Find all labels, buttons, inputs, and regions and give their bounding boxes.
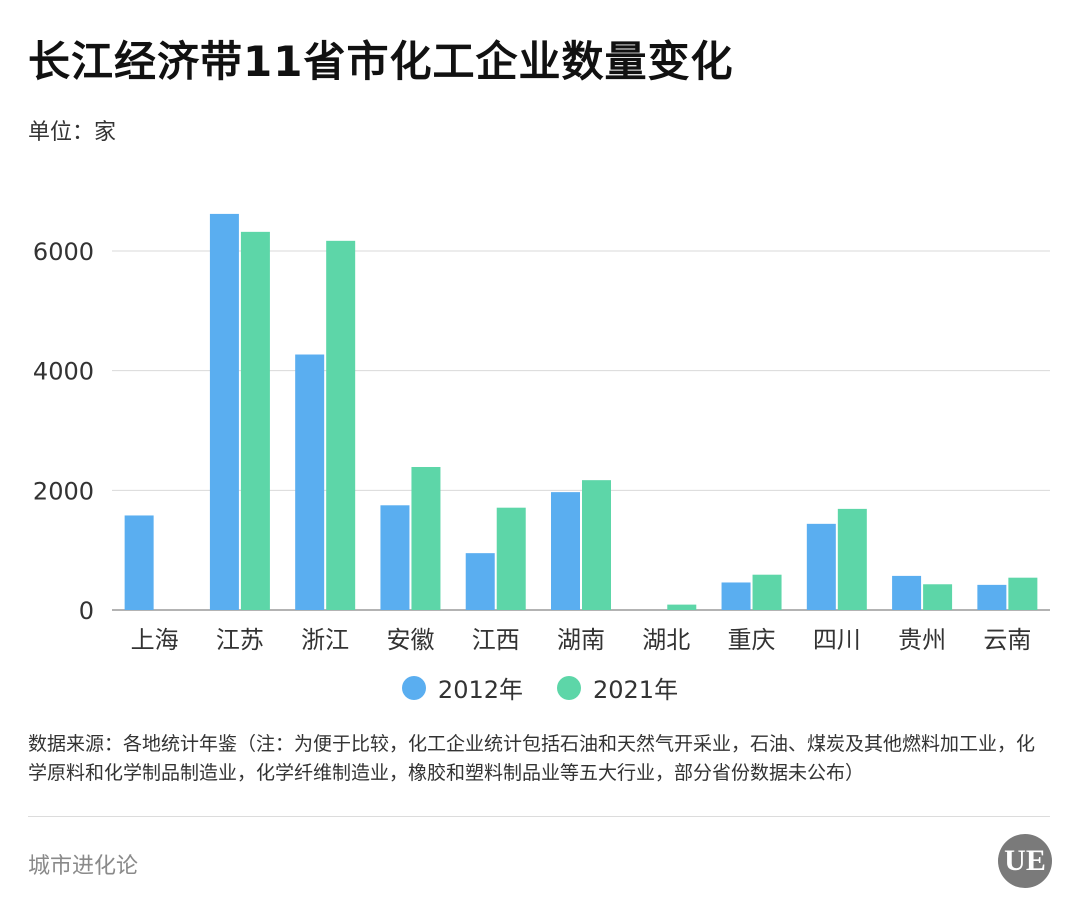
brand-logo: UE <box>998 834 1052 888</box>
bar-2012 <box>721 582 751 610</box>
bar-2012 <box>465 553 495 610</box>
bar-2021 <box>667 604 697 610</box>
bar-chart: 0 2000 4000 6000 上海 江苏 浙江 安徽 江西 湖南 湖北 重庆 四川 贵州 云南 <box>33 213 1050 654</box>
bar-2012 <box>380 505 410 610</box>
y-tick-label: 2000 <box>33 477 94 505</box>
legend-marker-2021 <box>557 675 581 700</box>
y-tick-label: 0 <box>79 597 94 625</box>
legend-item-2021: 2021年 <box>557 670 678 705</box>
legend-marker-2012 <box>401 675 426 700</box>
brand-name: 城市进化论 <box>28 854 139 879</box>
x-tick-label: 浙江 <box>301 626 349 654</box>
chart-title: 长江经济带11省市化工企业数量变化 <box>28 37 734 86</box>
bar-2021 <box>837 508 867 610</box>
legend-label-2021: 2021年 <box>593 676 679 704</box>
x-tick-label: 上海 <box>131 626 179 654</box>
x-tick-label: 重庆 <box>728 626 776 654</box>
bar-2012 <box>295 354 325 610</box>
y-tick-label: 4000 <box>33 358 94 386</box>
data-source-note: 数据来源：各地统计年鉴（注：为便于比较，化工企业统计包括石油和天然气开采业，石油… <box>28 733 1036 784</box>
legend-label-2012: 2012年 <box>437 676 523 704</box>
x-tick-label: 江苏 <box>216 626 264 654</box>
unit-label: 单位：家 <box>28 120 117 145</box>
x-tick-label: 湖南 <box>557 626 605 654</box>
bar-2021 <box>496 507 526 610</box>
legend-item-2012: 2012年 <box>401 670 523 705</box>
x-tick-label: 云南 <box>983 626 1031 654</box>
footer-divider <box>28 816 1050 817</box>
bar-2021 <box>326 240 356 610</box>
bar-2012 <box>209 213 239 611</box>
y-tick-label: 6000 <box>33 238 94 266</box>
bar-2012 <box>892 575 922 610</box>
bar-2021 <box>411 466 441 610</box>
x-tick-label: 湖北 <box>642 626 690 654</box>
bar-2012 <box>806 523 836 610</box>
bar-2012 <box>977 584 1007 610</box>
bar-2021 <box>923 584 953 610</box>
bar-2012 <box>551 492 580 610</box>
x-tick-label: 江西 <box>472 626 520 654</box>
bar-2021 <box>1008 577 1038 610</box>
bar-2021 <box>752 574 782 610</box>
bar-2021 <box>582 480 611 610</box>
legend: 2012年 2021年 <box>0 670 1080 705</box>
x-tick-label: 四川 <box>813 626 861 654</box>
x-tick-label: 安徽 <box>386 626 434 654</box>
x-tick-label: 贵州 <box>898 626 946 654</box>
bar-2012 <box>124 515 154 610</box>
bar-2021 <box>240 231 270 610</box>
